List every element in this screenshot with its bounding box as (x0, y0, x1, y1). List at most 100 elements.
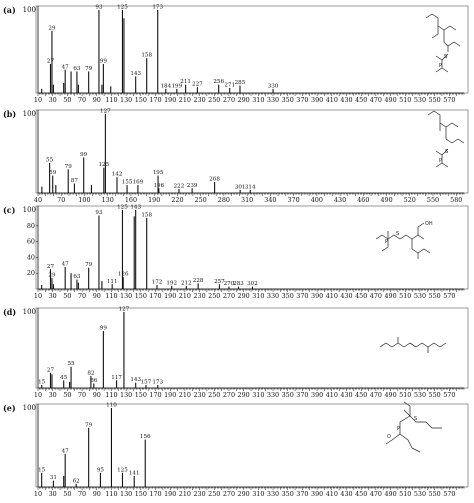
x-tick-label: 250 (208, 292, 220, 300)
structure-e: P S O (385, 401, 442, 453)
structure-c: P S OH (375, 221, 433, 259)
x-tick-label: 40 (34, 196, 42, 204)
peak-label: 15 (38, 379, 46, 385)
x-tick-label: 290 (238, 490, 250, 498)
peak-label: 142 (112, 172, 123, 178)
x-tick-label: 570 (443, 391, 455, 399)
peak-label: 87 (71, 178, 79, 184)
x-tick-label: 390 (311, 96, 323, 104)
x-tick-label: 370 (287, 196, 299, 204)
x-tick-label: 330 (267, 292, 279, 300)
peak-label: 125 (98, 162, 109, 168)
y-max-label: 100 (23, 404, 36, 412)
x-tick-label: 430 (340, 490, 352, 498)
peak-label: 29 (48, 272, 56, 278)
peak-label: 47 (62, 64, 70, 70)
svg-text:S: S (444, 54, 447, 60)
x-tick-label: 490 (384, 490, 396, 498)
x-tick-label: 210 (179, 490, 191, 498)
x-tick-label: 70 (78, 292, 86, 300)
peak-label: 125 (117, 205, 128, 211)
peak-label: 59 (49, 170, 57, 176)
x-tick-label: 70 (78, 391, 86, 399)
peak-label: 93 (95, 210, 103, 216)
peak-label: 143 (130, 377, 141, 383)
peak-label: 55 (67, 361, 75, 367)
y-max-label: 100 (23, 206, 36, 214)
x-tick-label: 350 (282, 490, 294, 498)
peak-label: 127 (100, 109, 111, 115)
x-tick-label: 70 (57, 196, 65, 204)
x-tick-label: 250 (208, 96, 220, 104)
x-tick-label: 450 (355, 490, 367, 498)
x-tick-label: 390 (311, 292, 323, 300)
x-tick-label: 470 (370, 391, 382, 399)
peak-label: 55 (46, 157, 54, 163)
x-tick-label: 310 (252, 490, 264, 498)
y-tick-label: 40 (27, 253, 35, 261)
peak-label: 79 (85, 422, 93, 428)
x-tick-label: 460 (357, 196, 369, 204)
x-tick-label: 170 (149, 292, 161, 300)
x-tick-label: 310 (241, 196, 253, 204)
structure-b: P S (427, 110, 465, 168)
x-tick-label: 190 (164, 391, 176, 399)
x-tick-label: 350 (282, 292, 294, 300)
y-max-label: 100 (23, 308, 36, 316)
peak-label: 192 (166, 280, 177, 286)
x-tick-label: 170 (149, 96, 161, 104)
x-tick-label: 510 (399, 292, 411, 300)
x-tick-label: 50 (63, 391, 71, 399)
y-max-label: 100 (23, 110, 36, 118)
x-tick-label: 250 (195, 196, 207, 204)
x-tick-label: 550 (429, 96, 441, 104)
x-tick-label: 90 (93, 292, 101, 300)
x-tick-label: 190 (148, 196, 160, 204)
panel-letter: (e) (3, 403, 16, 413)
x-tick-label: 310 (252, 292, 264, 300)
x-tick-label: 110 (105, 292, 117, 300)
x-tick-label: 230 (193, 96, 205, 104)
svg-text:OH: OH (425, 221, 433, 227)
x-tick-label: 10 (34, 292, 42, 300)
peak-label: 212 (181, 280, 192, 286)
peak-label: 79 (85, 262, 93, 268)
peak-label: 27 (47, 58, 55, 64)
spectrum-panel-4: (d) 100 10 30 50 70 90 110 130 150 170 190 210 230 250… (3, 307, 469, 399)
peak-label: 172 (152, 280, 163, 286)
x-tick-label: 130 (120, 490, 132, 498)
peak-label: 111 (107, 279, 118, 285)
peak-label: 330 (268, 83, 279, 89)
x-tick-label: 270 (223, 391, 235, 399)
x-tick-label: 410 (326, 96, 338, 104)
svg-text:S: S (396, 231, 399, 237)
x-tick-label: 470 (370, 490, 382, 498)
x-tick-label: 290 (238, 292, 250, 300)
x-tick-label: 210 (179, 96, 191, 104)
x-tick-label: 150 (135, 292, 147, 300)
structure-a: P S (425, 13, 461, 73)
x-tick-label: 510 (399, 490, 411, 498)
x-tick-label: 290 (238, 391, 250, 399)
x-tick-label: 450 (355, 96, 367, 104)
x-tick-label: 250 (208, 490, 220, 498)
x-tick-label: 520 (404, 196, 416, 204)
x-tick-label: 390 (311, 490, 323, 498)
peak-label: 301 (235, 184, 246, 190)
x-tick-label: 550 (429, 490, 441, 498)
x-tick-label: 490 (384, 96, 396, 104)
x-tick-label: 330 (267, 391, 279, 399)
peak-label: 117 (111, 375, 122, 381)
x-tick-label: 70 (78, 96, 86, 104)
structure-d (379, 337, 447, 353)
x-tick-label: 110 (105, 96, 117, 104)
x-tick-label: 150 (135, 96, 147, 104)
panel-letter: (b) (3, 109, 16, 119)
peak-label: 158 (141, 53, 152, 59)
x-tick-label: 370 (296, 490, 308, 498)
x-tick-label: 130 (102, 196, 114, 204)
x-tick-label: 210 (179, 391, 191, 399)
peak-label: 196 (153, 183, 164, 189)
peak-label: 270 (224, 281, 235, 287)
